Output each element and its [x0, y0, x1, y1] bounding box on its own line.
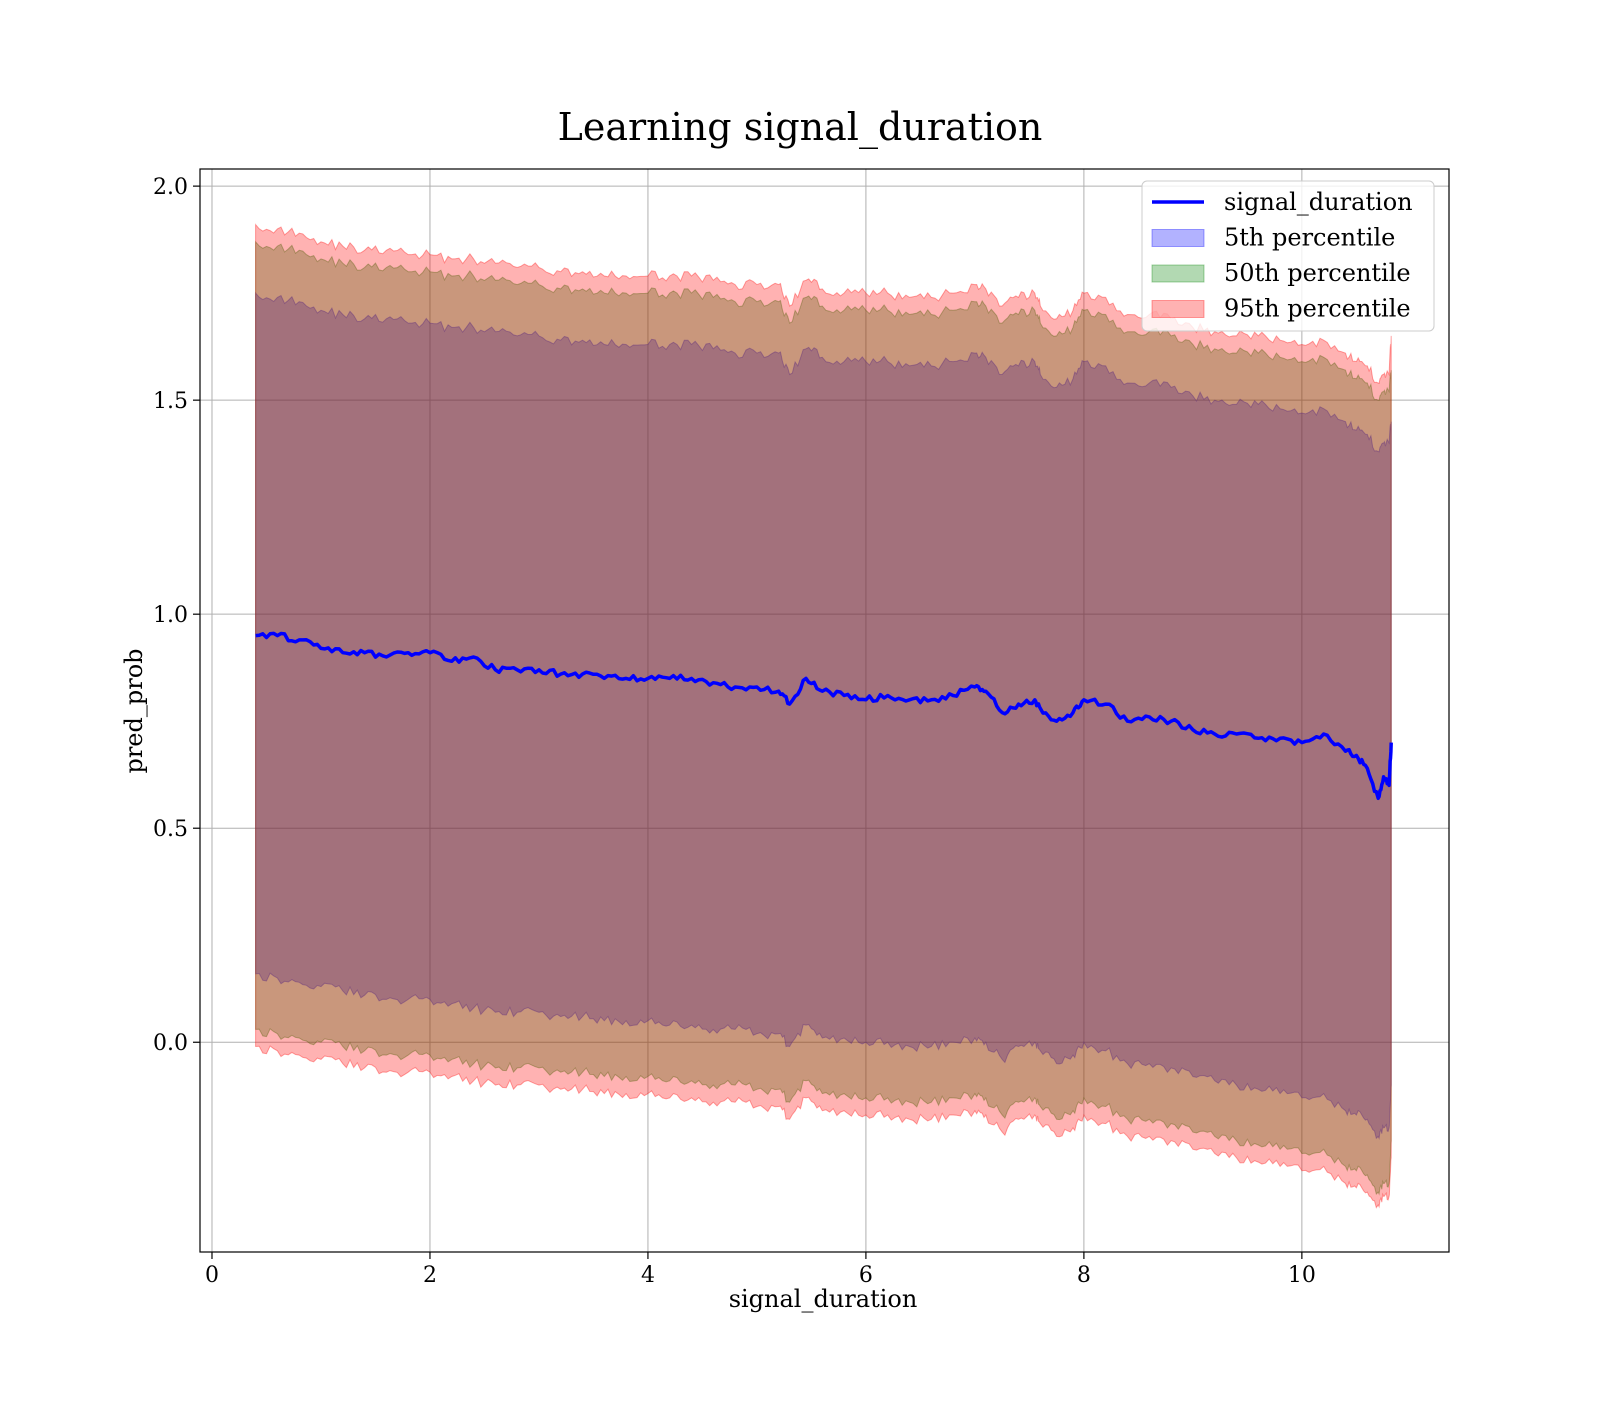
axes: 0 2 4 6 8 10 0.0 0.5 1.0 1.5 2.0: [153, 168, 1450, 1288]
chart-title: Learning signal_duration: [558, 105, 1043, 150]
x-tick-label-0: 0: [205, 1263, 219, 1288]
band-50th-percentile: [255, 240, 1392, 1196]
band-95th-percentile: [255, 223, 1392, 1209]
legend: signal_duration 5th percentile 50th percen…: [1141, 180, 1435, 332]
y-tick-label-0: 0.0: [153, 1031, 188, 1056]
legend-swatch-5th-percentile: [1151, 229, 1205, 247]
series-line-signal-duration: [255, 631, 1393, 801]
y-tick-label-2: 1.0: [153, 603, 188, 628]
legend-swatch-50th-percentile: [1151, 264, 1205, 283]
legend-label-50th-percentile: 50th percentile: [1224, 259, 1411, 287]
y-tick-label-4: 2.0: [153, 175, 188, 200]
x-tick-label-3: 6: [859, 1263, 873, 1288]
legend-label-signal_duration: signal_duration: [1224, 188, 1413, 216]
legend-box: [1141, 180, 1435, 332]
y-tick-label-3: 1.5: [153, 389, 188, 414]
y-axis-label: pred_prob: [120, 648, 148, 773]
x-tick-label-4: 8: [1077, 1263, 1091, 1288]
x-tick-label-2: 4: [641, 1263, 655, 1288]
signal-line-layer: [255, 631, 1393, 801]
plot-frame: [199, 168, 1450, 1253]
x-tick-label-1: 2: [423, 1263, 437, 1288]
legend-label-95th-percentile: 95th percentile: [1224, 295, 1411, 323]
percentile-bands: [255, 223, 1392, 1209]
legend-label-5th-percentile: 5th percentile: [1224, 224, 1395, 252]
legend-swatch-95th-percentile: [1151, 300, 1205, 318]
x-tick-label-5: 10: [1288, 1263, 1316, 1288]
band-5th-percentile: [255, 291, 1392, 1141]
x-axis-label: signal_duration: [729, 1285, 918, 1313]
y-tick-label-1: 0.5: [153, 817, 188, 842]
